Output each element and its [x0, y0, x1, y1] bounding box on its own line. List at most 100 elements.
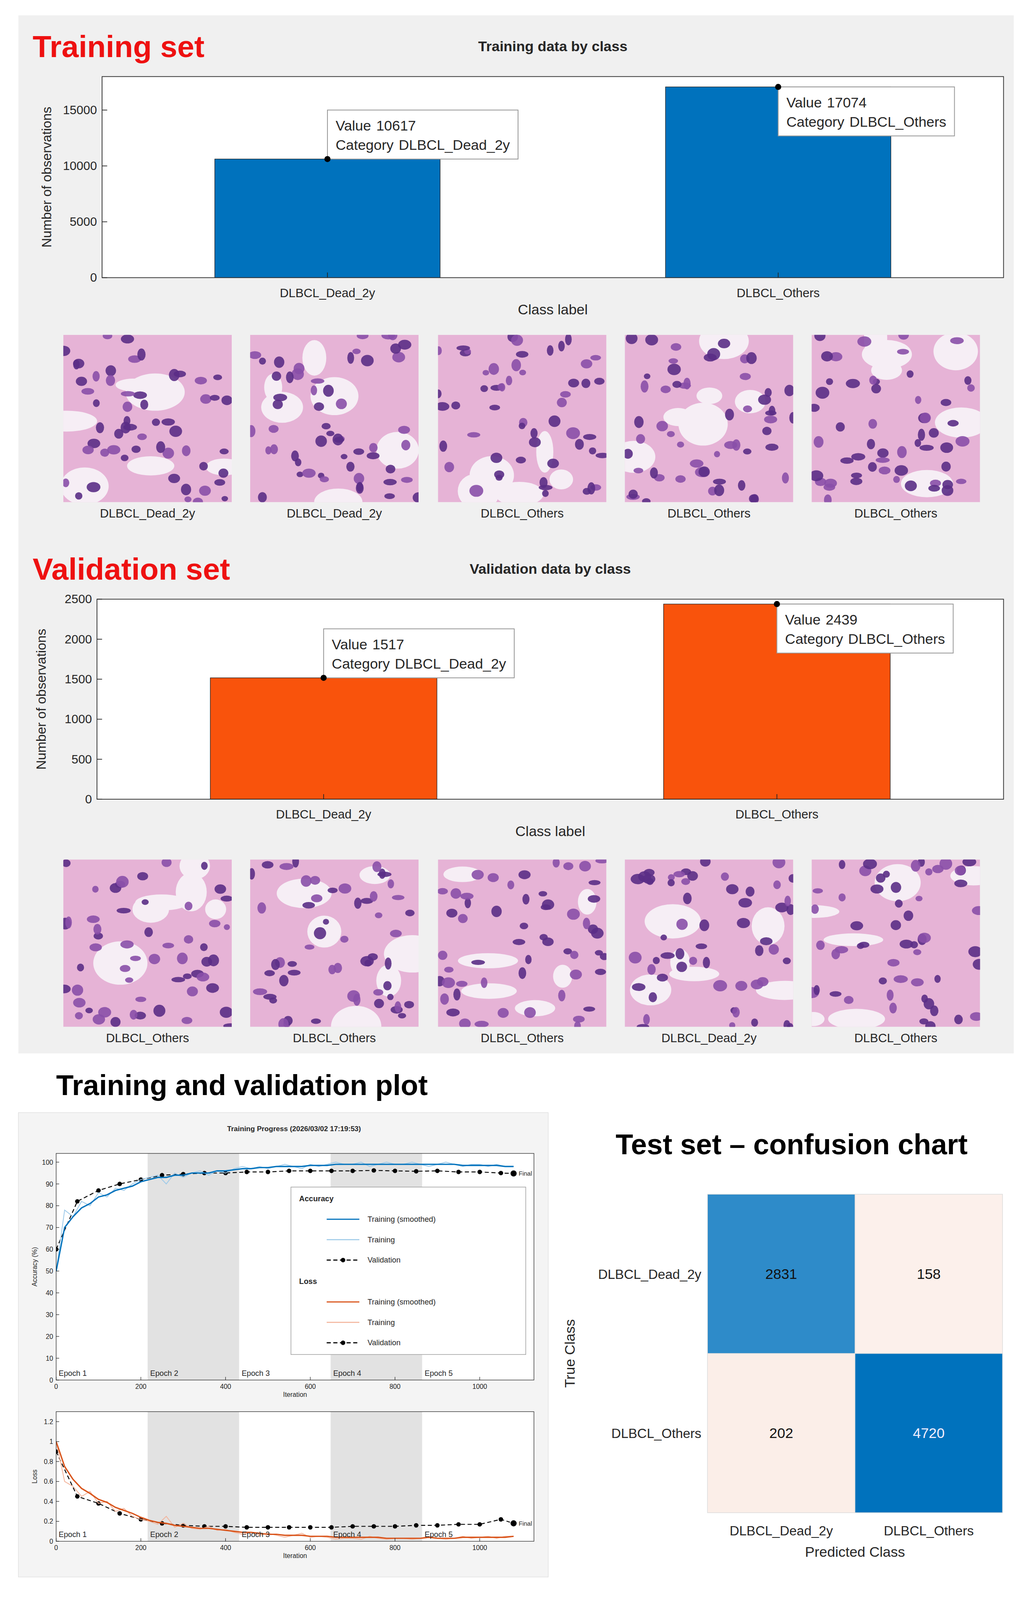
- line-chart: FinalEpoch 1Epoch 2Epoch 3Epoch 4Epoch 5…: [31, 1125, 534, 1399]
- tile-nucleus: [383, 478, 397, 486]
- tile-nucleus: [712, 478, 726, 485]
- tile-nucleus: [826, 378, 834, 385]
- tile-nucleus: [677, 441, 685, 448]
- tile-nucleus: [253, 988, 268, 996]
- tile-nucleus: [442, 977, 456, 989]
- datatip: Value1517CategoryDLBCL_Dead_2y: [320, 628, 515, 681]
- tile-image: [63, 859, 232, 1028]
- tile-label: DLBCL_Others: [480, 1031, 564, 1045]
- tick: [56, 1162, 60, 1163]
- tile-nucleus: [314, 402, 325, 411]
- tile-nucleus: [660, 934, 668, 941]
- tile-nucleus: [856, 943, 865, 950]
- tile-nucleus: [323, 384, 334, 397]
- tile-nucleus: [552, 859, 560, 868]
- tile-nucleus: [471, 960, 486, 966]
- tile-nucleus: [714, 484, 725, 497]
- tick: [56, 1249, 60, 1250]
- tile-nucleus: [894, 465, 909, 476]
- tile-nucleus: [625, 335, 638, 345]
- tile-nucleus: [890, 920, 902, 931]
- tile-nucleus: [919, 444, 934, 451]
- tile-nucleus: [964, 376, 972, 385]
- tile-nucleus: [200, 394, 212, 404]
- tile-nucleus: [538, 891, 548, 897]
- tile-nucleus: [910, 978, 924, 987]
- legend-label: Training (smoothed): [367, 1214, 436, 1224]
- tile-nucleus: [758, 394, 772, 406]
- tile-nucleus: [92, 1014, 106, 1025]
- tile-nucleus: [512, 939, 526, 946]
- epoch-label: Epoch 1: [58, 1530, 87, 1539]
- background: [0, 0, 1026, 1600]
- tile-nucleus: [93, 923, 102, 935]
- tile-nucleus: [547, 345, 554, 356]
- tile-label: DLBCL_Dead_2y: [661, 1031, 757, 1045]
- tile-nucleus: [71, 984, 84, 997]
- tile-nucleus: [652, 957, 660, 965]
- datatip-text: CategoryDLBCL_Dead_2y: [331, 655, 506, 672]
- tile-nucleus: [558, 340, 566, 352]
- tile-nucleus: [850, 921, 864, 931]
- tile-nucleus: [369, 891, 378, 902]
- tick: [327, 272, 328, 278]
- tile-nucleus: [206, 983, 219, 993]
- tile-nucleus: [772, 859, 786, 869]
- tile-nucleus: [453, 988, 461, 1001]
- series-marker: [265, 1525, 271, 1531]
- legend-title: Accuracy: [299, 1194, 335, 1204]
- series-marker: [371, 1524, 377, 1529]
- tick-label: 50: [45, 1267, 54, 1275]
- tile-nucleus: [294, 458, 301, 467]
- tile-nucleus: [594, 377, 605, 385]
- tile-nucleus: [838, 860, 846, 870]
- tile-nucleus: [934, 975, 941, 984]
- series-marker: [371, 1168, 377, 1173]
- tick: [140, 1377, 142, 1381]
- tick-label: 0.6: [43, 1478, 53, 1486]
- tile-ground: [250, 335, 419, 503]
- tick: [310, 1538, 311, 1542]
- tile-nucleus: [698, 466, 710, 477]
- datatip: Value17074CategoryDLBCL_Others: [774, 83, 955, 137]
- tile-nucleus: [928, 484, 940, 492]
- epoch-band: [147, 1411, 240, 1542]
- tile-nucleus: [459, 1018, 472, 1028]
- tile-nucleus: [913, 949, 922, 956]
- tile-nucleus: [636, 1024, 650, 1028]
- tile-image: [811, 859, 980, 1028]
- tile-nucleus: [184, 496, 192, 503]
- tile-nucleus: [579, 861, 592, 872]
- tile-nucleus: [950, 337, 964, 345]
- tile-nucleus: [76, 963, 84, 972]
- datatip-key: Value: [331, 636, 368, 653]
- tick-label: DLBCL_Dead_2y: [279, 286, 375, 300]
- series-marker: [223, 1524, 228, 1529]
- final-label: Final: [518, 1170, 533, 1178]
- tile-nucleus: [437, 888, 448, 895]
- tile-nucleus: [683, 892, 692, 905]
- tile-nucleus: [788, 874, 794, 883]
- tile-nucleus: [381, 335, 396, 340]
- tile-nucleus: [566, 427, 581, 440]
- tile-nucleus: [135, 996, 147, 1003]
- legend-marker: [340, 1340, 346, 1346]
- tile-nucleus: [469, 484, 484, 497]
- tile-nucleus: [850, 477, 863, 486]
- tile-nucleus: [173, 370, 186, 378]
- tile-nucleus: [310, 378, 325, 385]
- tile-nucleus: [488, 363, 500, 375]
- axis-title: Class label: [518, 301, 588, 318]
- tile-nucleus: [588, 447, 597, 455]
- cell: [855, 1353, 1003, 1513]
- plot-area: [56, 1153, 534, 1381]
- axis-title: Iteration: [282, 1552, 307, 1560]
- tick: [310, 1377, 311, 1381]
- tile-nucleus: [971, 906, 980, 916]
- tile-nucleus: [954, 1015, 963, 1025]
- tile-nucleus: [387, 879, 394, 889]
- tile-nucleus: [672, 381, 682, 389]
- tile-nucleus: [813, 436, 824, 448]
- tile-nucleus: [335, 398, 347, 410]
- tile-nucleus: [92, 399, 100, 408]
